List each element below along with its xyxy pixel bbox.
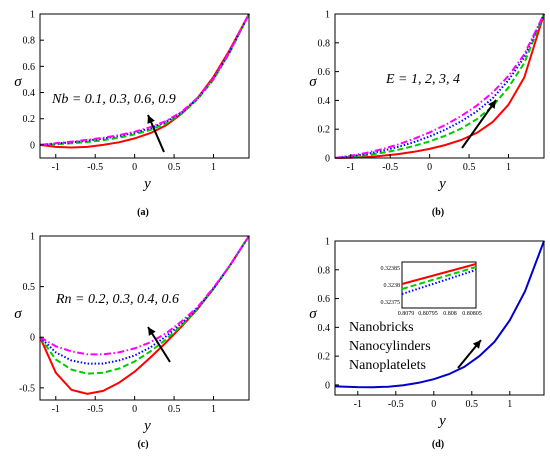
y-tick-label: 0.6 [318,67,331,78]
plot-frame [334,13,545,159]
x-tick-label: -0.5 [87,162,103,173]
series-line-2 [334,13,545,159]
x-tick-label: -0.5 [87,404,103,415]
x-tick-label: 0.5 [168,404,181,415]
inset-series-line-3 [401,269,477,295]
y-tick-label: 0.2 [318,125,331,136]
series-line-1 [334,13,545,159]
panel-caption: (c) [137,439,148,450]
trend-arrow-head [148,327,156,336]
inset-y-tick-label: 0.3238 [384,283,401,289]
inset-series-line-2 [401,266,477,290]
x-tick-label: 0.5 [466,399,479,410]
y-tick-label: 1 [30,232,35,243]
series-line-2 [39,13,250,146]
inset-series-line-1 [401,263,477,285]
y-tick-label: 0.4 [318,323,331,334]
x-tick-label: 0 [431,399,436,410]
x-axis-label: y [437,413,446,429]
series-line-1 [334,240,545,389]
x-tick-label: -0.5 [388,399,404,410]
trend-arrow-head [488,100,496,109]
y-tick-label: 0.8 [318,38,331,49]
y-tick-label: 0 [30,140,35,151]
x-tick-label: 0 [427,162,432,173]
chart-panel-a: -1 -0.5 0 0.5 1 0 0.2 0.4 0.6 0.8 1 y σ (a) Nb = 0.1, … [14,10,250,218]
trend-arrow [461,99,497,149]
x-tick-label: -1 [52,404,60,415]
x-axis-label: y [142,176,151,192]
y-axis-label: σ [309,74,317,90]
y-tick-label: 0.6 [318,294,331,305]
parameter-annotation: E = 1, 2, 3, 4 [385,72,460,87]
chart-panel-d: -1 -0.5 0 0.5 1 0 0.2 0.4 0.6 0.8 1 y σ (d) Nanobricks… [309,237,545,450]
inset-x-tick-label: 0.8079 [398,311,415,317]
y-tick-label: 0.8 [318,265,331,276]
series-line-1 [39,13,250,149]
trend-arrow-head [147,115,155,124]
y-tick-label: 0.2 [23,114,36,125]
y-tick-label: 1 [325,10,330,21]
series-line-2 [39,235,250,375]
y-tick-label: 0.8 [23,36,36,47]
series-line-3 [39,13,250,146]
series-line-3 [334,13,545,159]
panel-caption: (a) [137,207,149,218]
x-tick-label: 0.5 [168,162,181,173]
y-tick-label: 0.6 [23,62,36,73]
panel-caption: (d) [432,439,444,450]
parameter-annotation: Nb = 0.1, 0.3, 0.6, 0.9 [51,92,176,107]
parameter-annotation: Rn = 0.2, 0.3, 0.4, 0.6 [55,292,179,307]
x-tick-label: -0.5 [382,162,398,173]
x-tick-label: 1 [211,404,216,415]
y-tick-label: 1 [30,10,35,21]
inset-y-tick-label: 0.32385 [381,266,401,272]
inset-zoom: 0.8079 0.80795 0.808 0.80805 0.32375 0.3238 0.… [381,261,482,317]
y-tick-label: 0.2 [318,352,331,363]
y-axis-label: σ [14,74,22,90]
y-tick-label: 1 [325,237,330,248]
inset-y-tick-label: 0.32375 [381,300,401,306]
x-tick-label: -1 [347,162,355,173]
y-tick-label: -0.5 [19,383,35,394]
y-axis-label: σ [309,306,317,322]
legend-entry: Nanocylinders [349,339,431,354]
trend-arrow-head [472,340,481,349]
x-tick-label: -1 [354,399,362,410]
x-axis-label: y [142,418,151,434]
y-tick-label: 0 [325,380,330,391]
x-tick-label: 0.5 [463,162,476,173]
x-tick-label: 0 [132,162,137,173]
x-tick-label: 1 [507,399,512,410]
y-axis-label: σ [14,306,22,322]
inset-x-tick-label: 0.80805 [462,311,482,317]
chart-panel-c: -1 -0.5 0 0.5 1 -0.5 0 0.5 1 y σ (c) Rn = 0.2, 0.3, … [14,232,250,450]
plot-frame [334,240,545,396]
panel-caption: (b) [432,207,444,218]
x-axis-label: y [437,176,446,192]
y-tick-label: 0.4 [318,96,331,107]
series-line-4 [334,13,545,159]
y-tick-label: 0.5 [23,282,36,293]
x-tick-label: 0 [132,404,137,415]
x-tick-label: 1 [506,162,511,173]
legend-entry: Nanoplatelets [349,358,426,373]
y-tick-label: 0 [325,154,330,165]
y-tick-label: 0 [30,333,35,344]
series-line-4 [39,235,250,356]
chart-panel-b: -1 -0.5 0 0.5 1 0 0.2 0.4 0.6 0.8 1 y σ (b) E = 1, 2, … [309,10,545,218]
y-tick-label: 0.4 [23,88,36,99]
plot-frame [39,13,250,159]
plot-frame [39,235,250,401]
series-line-4 [39,13,250,146]
inset-x-tick-label: 0.808 [443,311,457,317]
legend-entry: Nanobricks [349,320,414,335]
x-tick-label: 1 [211,162,216,173]
inset-x-tick-label: 0.80795 [418,311,438,317]
x-tick-label: -1 [52,162,60,173]
